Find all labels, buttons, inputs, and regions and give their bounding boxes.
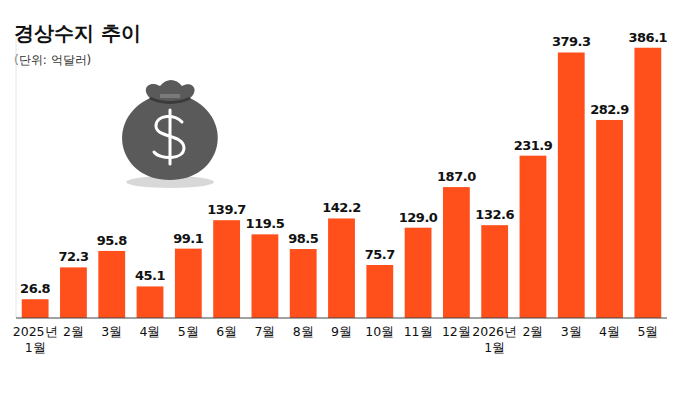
x-tick-label: 5월 — [178, 324, 199, 339]
money-bag-icon — [122, 80, 218, 188]
data-label: 187.0 — [437, 169, 476, 184]
x-tick-label: 10월 — [365, 324, 394, 339]
data-label: 379.3 — [552, 34, 591, 49]
data-label: 386.1 — [629, 30, 668, 45]
bar — [213, 220, 240, 318]
x-tick-label: 3월 — [101, 324, 122, 339]
bar — [634, 48, 661, 318]
x-tick-label: 4월 — [599, 324, 620, 339]
bar — [22, 299, 49, 318]
title: 경상수지 추이 — [14, 21, 141, 45]
bar — [175, 249, 202, 318]
x-tick-label: 12월 — [442, 324, 471, 339]
data-label: 132.6 — [475, 207, 514, 222]
bar — [60, 267, 87, 318]
bar — [481, 225, 508, 318]
x-tick-label: 9월 — [331, 324, 352, 339]
bar — [290, 249, 317, 318]
bar — [328, 218, 355, 318]
x-tick-label: 7월 — [254, 324, 275, 339]
bar — [252, 234, 279, 318]
data-label: 95.8 — [97, 233, 128, 248]
bar — [98, 251, 125, 318]
data-label: 72.3 — [58, 249, 89, 264]
x-tick-label: 2월 — [63, 324, 84, 339]
bar — [366, 265, 393, 318]
x-tick-label: 3월 — [561, 324, 582, 339]
data-label: 98.5 — [288, 231, 319, 246]
bar — [443, 187, 470, 318]
bars — [22, 48, 662, 318]
subtitle: (단위: 억달러) — [14, 53, 91, 67]
chart: 경상수지 추이 (단위: 억달러) 26.8 72.3 95.8 45.1 99.1139.… — [0, 0, 680, 403]
data-label: 282.9 — [590, 102, 629, 117]
x-tick-label: 5월 — [637, 324, 658, 339]
data-label: 45.1 — [135, 268, 166, 283]
bar — [137, 286, 164, 318]
bar — [520, 156, 547, 318]
data-label: 26.8 — [20, 281, 51, 296]
bar — [558, 52, 585, 318]
x-tick-label: 2월 — [522, 324, 543, 339]
bar — [596, 120, 623, 318]
value-axis-line — [16, 38, 17, 318]
x-tick-label: 11월 — [404, 324, 433, 339]
data-label: 142.2 — [322, 200, 361, 215]
data-label: 129.0 — [399, 210, 438, 225]
bar — [405, 228, 432, 318]
x-tick-label: 8월 — [293, 324, 314, 339]
x-tick-label: 2025년1월 — [13, 324, 58, 355]
data-label: 231.9 — [514, 138, 553, 153]
data-label: 139.7 — [207, 202, 246, 217]
x-tick-label: 6월 — [216, 324, 237, 339]
data-label: 99.1 — [173, 231, 204, 246]
x-tick-label: 2026년1월 — [472, 324, 517, 355]
x-tick-label: 4월 — [140, 324, 161, 339]
baseline — [16, 318, 667, 319]
data-label: 75.7 — [365, 247, 396, 262]
data-label: 119.5 — [246, 216, 285, 231]
